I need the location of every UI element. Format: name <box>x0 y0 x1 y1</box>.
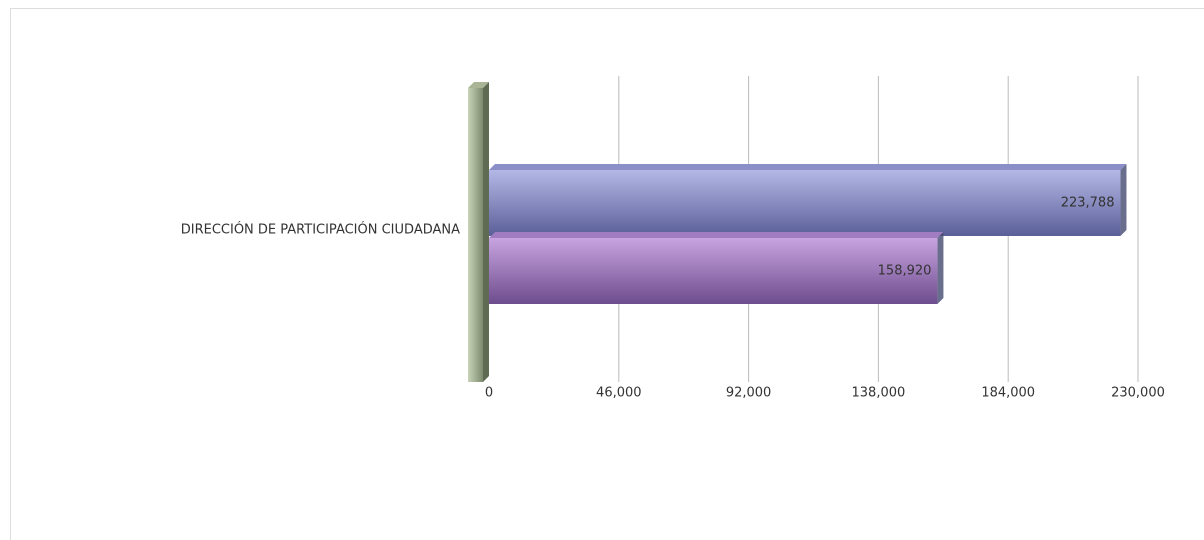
y-tick-label: DIRECCIÓN DE PARTICIPACIÓN CIUDADANA <box>181 222 460 238</box>
bar-top <box>489 164 1127 170</box>
bar <box>489 170 1121 236</box>
value-label: 223,788 <box>1061 196 1115 211</box>
x-tick-label: 92,000 <box>726 386 772 401</box>
bar <box>489 238 938 304</box>
bar-top <box>489 232 944 238</box>
x-tick-label: 46,000 <box>596 386 642 401</box>
x-tick-label: 230,000 <box>1111 386 1165 401</box>
wall <box>468 88 483 382</box>
value-label: 158,920 <box>878 264 932 279</box>
bar-side <box>937 232 944 304</box>
x-tick-label: 184,000 <box>981 386 1035 401</box>
bar-side <box>1120 164 1127 236</box>
x-tick-label: 138,000 <box>852 386 906 401</box>
x-tick-label: 0 <box>485 386 493 401</box>
wall-side <box>483 82 489 382</box>
frame <box>10 8 1204 540</box>
wall-top <box>468 82 489 88</box>
